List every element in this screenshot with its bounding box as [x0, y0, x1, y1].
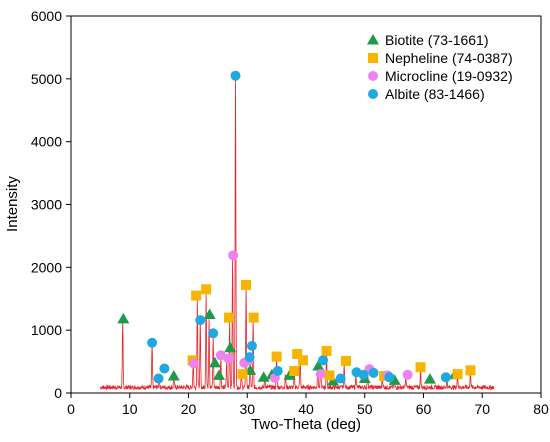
x-tick-label: 0 — [67, 401, 75, 417]
albite-marker — [246, 340, 257, 351]
legend-nepheline-swatch — [368, 53, 378, 63]
y-tick-label: 6000 — [31, 8, 62, 24]
nepheline-marker — [415, 362, 426, 373]
y-axis-title: Intensity — [4, 176, 21, 232]
x-tick-label: 40 — [298, 401, 314, 417]
albite-marker — [195, 315, 206, 326]
nepheline-marker — [321, 345, 332, 356]
legend-microcline-swatch — [368, 71, 378, 81]
microcline-marker — [188, 358, 199, 369]
nepheline-marker — [298, 355, 309, 366]
microcline-marker — [215, 350, 226, 361]
nepheline-marker — [452, 369, 463, 380]
nepheline-marker — [324, 370, 335, 381]
legend-biotite-label: Biotite (73-1661) — [385, 32, 489, 48]
albite-marker — [358, 369, 369, 380]
legend-albite-swatch — [368, 89, 378, 99]
biotite-marker — [423, 373, 436, 384]
xrd-pattern-line — [100, 75, 495, 392]
x-tick-label: 60 — [416, 401, 432, 417]
biotite-marker — [117, 312, 130, 324]
biotite-marker — [208, 356, 221, 368]
y-tick-label: 2000 — [31, 259, 62, 275]
y-tick-label: 1000 — [31, 322, 62, 338]
microcline-marker — [315, 369, 326, 380]
albite-marker — [318, 355, 329, 366]
albite-marker — [368, 367, 379, 378]
y-tick-label: 0 — [54, 385, 62, 401]
xrd-pattern — [100, 75, 495, 392]
phase-markers — [117, 70, 476, 386]
microcline-marker — [228, 250, 239, 261]
x-tick-label: 20 — [181, 401, 197, 417]
nepheline-marker — [237, 369, 248, 380]
legend-biotite-swatch — [367, 34, 379, 45]
biotite-marker — [203, 308, 216, 319]
x-tick-label: 30 — [239, 401, 255, 417]
legend-microcline-label: Microcline (19-0932) — [385, 68, 513, 84]
biotite-marker — [167, 370, 180, 381]
nepheline-marker — [271, 351, 282, 362]
nepheline-marker — [224, 312, 235, 323]
nepheline-marker — [340, 355, 351, 366]
biotite-marker — [312, 359, 325, 371]
nepheline-marker — [248, 312, 259, 323]
albite-marker — [335, 373, 346, 384]
biotite-marker — [213, 369, 226, 380]
albite-marker — [272, 366, 283, 377]
albite-marker — [440, 372, 451, 383]
y-tick-label: 3000 — [31, 197, 62, 213]
y-tick-label: 4000 — [31, 134, 62, 150]
microcline-marker — [223, 353, 234, 364]
nepheline-marker — [292, 349, 303, 360]
x-tick-label: 80 — [533, 401, 549, 417]
biotite-marker — [388, 374, 401, 385]
legend-albite-label: Albite (83-1466) — [385, 86, 485, 102]
nepheline-marker — [191, 290, 202, 301]
albite-marker — [208, 328, 219, 339]
x-tick-label: 70 — [474, 401, 490, 417]
nepheline-marker — [465, 365, 476, 376]
albite-marker — [159, 363, 170, 374]
biotite-marker — [224, 341, 237, 353]
tick-labels: 0 10 20 30 40 50 60 70 80 0 1000 2000 3000 4000 5000 60… — [31, 8, 549, 417]
albite-marker — [384, 372, 395, 383]
albite-marker — [153, 373, 164, 384]
albite-marker — [244, 352, 255, 363]
albite-marker — [147, 337, 158, 348]
nepheline-marker — [201, 284, 212, 295]
y-tick-label: 5000 — [31, 71, 62, 87]
legend-nepheline-label: Nepheline (74-0387) — [385, 50, 513, 66]
albite-marker — [230, 70, 241, 81]
legend: Biotite (73-1661) Nepheline (74-0387) Micr… — [367, 32, 513, 102]
x-axis-title: Two-Theta (deg) — [251, 416, 361, 433]
x-tick-label: 50 — [357, 401, 373, 417]
nepheline-marker — [289, 366, 300, 377]
nepheline-marker — [241, 279, 252, 290]
x-tick-label: 10 — [122, 401, 138, 417]
microcline-marker — [402, 369, 413, 380]
